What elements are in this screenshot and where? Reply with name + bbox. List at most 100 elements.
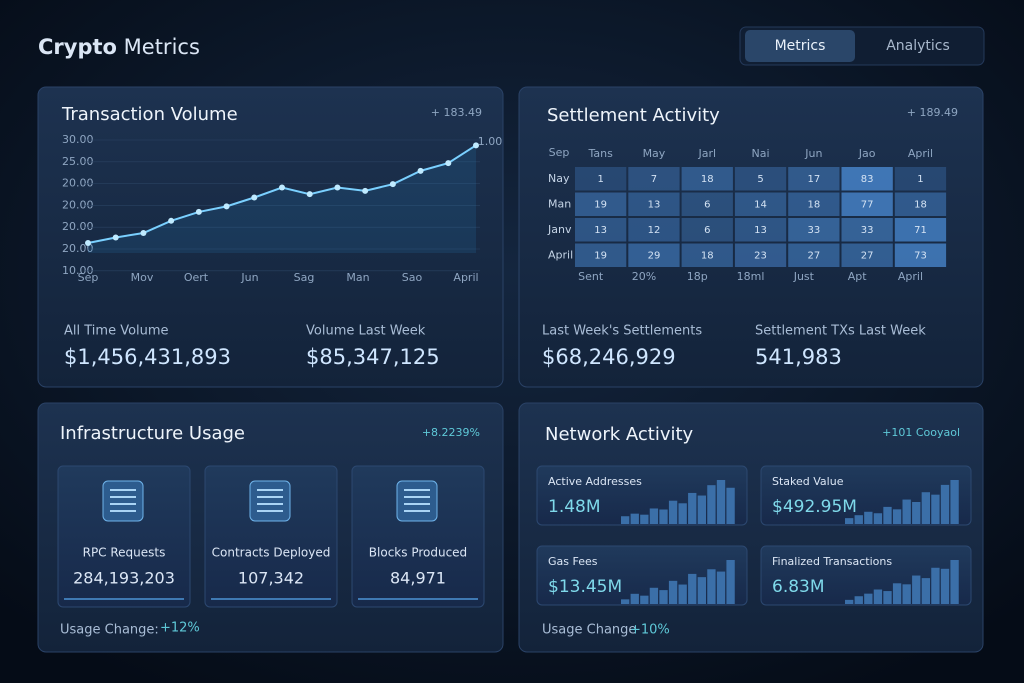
panel-title: Transaction Volume	[61, 104, 238, 125]
card-label: RPC Requests	[83, 546, 166, 560]
cell-value: 33	[807, 225, 820, 236]
row-label: April	[548, 248, 573, 261]
panel	[518, 86, 984, 388]
cell-value: 17	[807, 174, 820, 185]
heat-cell	[575, 167, 627, 191]
point	[85, 240, 91, 247]
heat-cell	[681, 167, 733, 191]
card-value: 6.83M	[772, 577, 825, 597]
mini-bar	[649, 587, 659, 604]
badge: +8.2239%	[422, 426, 480, 439]
footer-col-label: Sent	[578, 270, 604, 283]
mini-bar	[678, 584, 687, 604]
heat-cell	[575, 218, 627, 242]
y-label: 30.00	[62, 133, 94, 146]
mini-bar	[668, 500, 678, 524]
point	[140, 230, 147, 237]
mini-bar	[950, 480, 959, 524]
mini-bar	[912, 502, 921, 524]
heat-cell	[734, 218, 787, 242]
heat-cell	[788, 192, 840, 216]
mini-bar	[697, 495, 706, 524]
x-label: Sag	[294, 271, 315, 284]
cell-value: 77	[861, 199, 874, 210]
card-value: 284,193,203	[73, 569, 175, 588]
mini-bar	[845, 518, 854, 524]
col-label: May	[643, 147, 666, 160]
heat-cell	[788, 167, 840, 191]
badge: + 189.49	[907, 106, 958, 119]
cell-value: 13	[594, 225, 607, 236]
point	[473, 142, 479, 149]
mini-bar	[854, 515, 863, 524]
y-label: 20.00	[62, 220, 94, 233]
stat-value: $85,347,125	[306, 345, 440, 369]
badge: + 183.49	[431, 106, 482, 119]
y-label: 25.00	[62, 155, 94, 168]
col-label: Jun	[804, 147, 822, 160]
mini-bar	[621, 599, 630, 604]
heat-cell	[894, 218, 947, 242]
heat-cell	[628, 218, 680, 242]
panel-title: Network Activity	[545, 424, 694, 445]
mini-bar	[630, 593, 639, 604]
cell-value: 19	[594, 199, 607, 210]
point	[389, 181, 396, 188]
footer-col-label: 20%	[632, 270, 656, 283]
mini-bar	[688, 492, 697, 524]
mini-bar	[716, 480, 726, 524]
tab[interactable]: Analytics	[886, 38, 950, 54]
heat-cell	[681, 243, 733, 267]
x-label: Oert	[184, 271, 209, 284]
x-label: Mov	[131, 271, 154, 284]
col-label: April	[908, 147, 933, 160]
col-label: Jao	[858, 147, 876, 160]
row-label: Man	[548, 197, 571, 210]
heat-cell	[628, 167, 680, 191]
point	[334, 184, 341, 191]
heat-cell	[788, 218, 840, 242]
mini-bar	[921, 492, 930, 524]
tab[interactable]: Metrics	[775, 38, 826, 54]
point	[195, 208, 202, 215]
y-label: 20.00	[62, 177, 94, 190]
heat-cell	[894, 243, 947, 267]
cell-value: 12	[648, 225, 661, 236]
mini-bar	[883, 506, 892, 524]
mini-bar	[931, 494, 940, 524]
mini-bar	[873, 513, 883, 524]
mini-bar	[921, 578, 930, 604]
heat-cell	[841, 218, 893, 242]
mini-bar	[883, 591, 892, 604]
stat-value: $68,246,929	[542, 345, 676, 369]
panel-title: Settlement Activity	[547, 105, 720, 126]
cell-value: 18	[807, 199, 820, 210]
heat-cell	[894, 167, 947, 191]
x-label: April	[453, 271, 478, 284]
card-label: Active Addresses	[548, 475, 642, 488]
mini-bar	[940, 568, 950, 604]
heat-cell	[734, 243, 787, 267]
cell-value: 71	[914, 225, 927, 236]
mini-bar	[707, 485, 716, 524]
mini-bar	[726, 560, 735, 604]
mini-bar	[873, 589, 883, 604]
card-label: Blocks Produced	[369, 546, 467, 560]
card-value: 107,342	[238, 569, 304, 588]
cell-value: 83	[861, 174, 874, 185]
brand-bold: Crypto	[38, 35, 117, 59]
mini-bar	[630, 513, 639, 524]
heat-cell	[628, 243, 680, 267]
row-label: Nay	[548, 172, 570, 185]
footer-value: +12%	[160, 621, 200, 636]
heat-cell	[734, 167, 787, 191]
stat-label: Volume Last Week	[306, 324, 426, 339]
card-icon	[396, 480, 438, 522]
cell-value: 33	[861, 225, 874, 236]
mini-bar	[668, 580, 678, 604]
cell-value: 7	[651, 174, 657, 185]
x-label: Man	[346, 271, 369, 284]
cell-value: 23	[754, 250, 767, 261]
card	[57, 465, 191, 608]
cell-value: 18	[914, 199, 927, 210]
